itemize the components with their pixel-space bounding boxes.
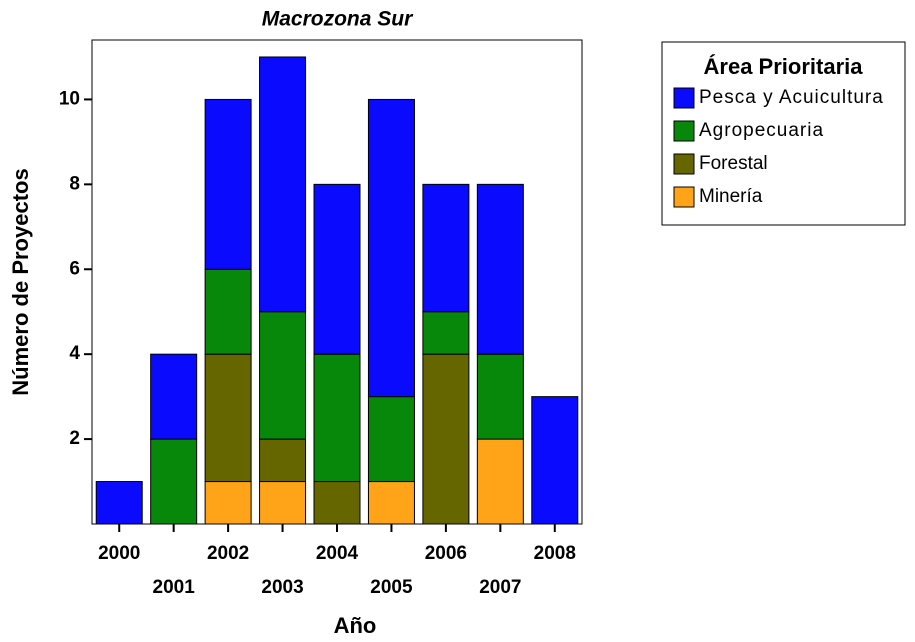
bar-segment bbox=[422, 353, 470, 525]
bar-segment bbox=[259, 311, 307, 440]
bar-segment bbox=[313, 353, 361, 483]
y-tick-label: 6 bbox=[69, 258, 80, 279]
x-tick-label: 2001 bbox=[153, 577, 196, 598]
bar-segment bbox=[259, 438, 307, 483]
x-tick-label: 2006 bbox=[425, 543, 467, 564]
legend-label: Pesca y Acuicultura bbox=[699, 87, 884, 108]
x-tick-label: 2005 bbox=[370, 577, 413, 598]
x-tick-label: 2003 bbox=[261, 577, 303, 598]
x-tick-label: 2004 bbox=[316, 543, 359, 564]
legend-swatch bbox=[673, 87, 695, 109]
y-tick-label: 4 bbox=[69, 343, 80, 364]
bar-segment bbox=[150, 353, 198, 440]
legend-label: Agropecuaria bbox=[699, 120, 824, 141]
x-tick-label: 2000 bbox=[98, 543, 140, 564]
bar-segment bbox=[476, 183, 524, 355]
bar-segment bbox=[259, 481, 307, 525]
bar-segment bbox=[313, 183, 361, 355]
legend-swatch bbox=[673, 120, 695, 142]
bar-segment bbox=[204, 481, 252, 525]
bar-segment bbox=[204, 98, 252, 270]
bar-segment bbox=[204, 353, 252, 483]
x-tick-label: 2002 bbox=[207, 543, 249, 564]
bar-segment bbox=[259, 56, 307, 313]
bar-segment bbox=[367, 98, 415, 398]
bar-segment bbox=[367, 396, 415, 483]
y-tick-label: 10 bbox=[59, 88, 80, 109]
legend-swatch bbox=[673, 186, 695, 208]
x-tick-label: 2008 bbox=[534, 543, 576, 564]
bar-segment bbox=[95, 481, 143, 525]
legend-title: Área Prioritaria bbox=[704, 54, 864, 79]
bar-segment bbox=[422, 183, 470, 313]
bar-segment bbox=[204, 268, 252, 355]
x-tick-label: 2007 bbox=[479, 577, 521, 598]
legend-swatch bbox=[673, 153, 695, 175]
bar-segment bbox=[422, 311, 470, 355]
chart-title: Macrozona Sur bbox=[262, 8, 414, 31]
y-axis-title: Número de Proyectos bbox=[8, 168, 33, 395]
legend-label: Minería bbox=[699, 186, 763, 207]
bar-segment bbox=[531, 396, 579, 525]
x-axis-title: Año bbox=[334, 613, 377, 638]
bar-segment bbox=[367, 481, 415, 525]
y-tick-label: 2 bbox=[69, 428, 80, 449]
bar-segment bbox=[313, 481, 361, 525]
bar-segment bbox=[476, 438, 524, 525]
bar-segment bbox=[150, 438, 198, 525]
legend-label: Forestal bbox=[699, 153, 768, 174]
bar-segment bbox=[476, 353, 524, 440]
y-tick-label: 8 bbox=[69, 173, 80, 194]
legend-box bbox=[661, 41, 906, 226]
